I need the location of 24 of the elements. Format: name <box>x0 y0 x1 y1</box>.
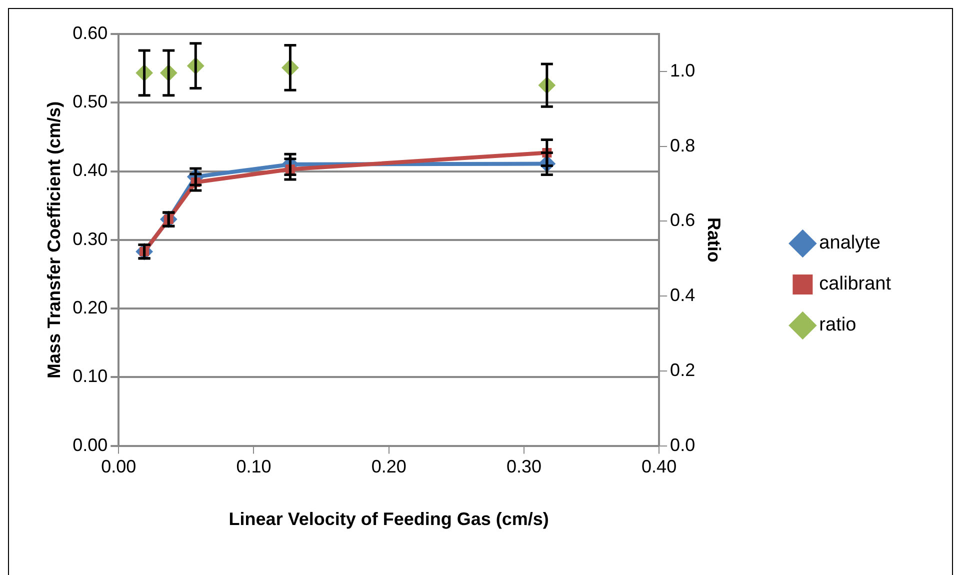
y-tick-label: 0.10 <box>72 366 108 386</box>
x-tick-label: 0.30 <box>506 456 542 477</box>
x-tick-label: 0.40 <box>642 456 677 477</box>
x-axis-title: Linear Velocity of Feeding Gas (cm/s) <box>228 509 549 530</box>
y2-tick-label: 0.8 <box>670 135 696 156</box>
y-tick-label: 0.40 <box>72 160 108 180</box>
x-tick-label: 0.10 <box>236 456 272 477</box>
y-tick-label: 0.00 <box>72 434 108 455</box>
y-tick-label: 0.30 <box>72 228 108 249</box>
y-tick-label: 0.50 <box>72 92 108 112</box>
y2-tick-label: 0.4 <box>670 285 696 306</box>
legend-label: analyte <box>819 232 880 254</box>
y-tick-label: 0.20 <box>72 298 108 318</box>
y2-tick-label: 0.0 <box>670 434 696 455</box>
y2-axis-title: Ratio <box>704 217 724 262</box>
legend-label: calibrant <box>819 274 892 295</box>
y2-tick-label: 0.6 <box>670 210 696 230</box>
y2-tick-label: 1.0 <box>670 60 696 80</box>
y2-tick-label: 0.2 <box>670 360 696 380</box>
y-tick-label: 0.60 <box>72 22 108 43</box>
x-tick-label: 0.20 <box>371 456 406 477</box>
y-axis-title: Mass Transfer Coefficient (cm/s) <box>44 101 64 378</box>
legend-label: ratio <box>819 314 856 336</box>
x-tick-label: 0.00 <box>101 456 136 477</box>
